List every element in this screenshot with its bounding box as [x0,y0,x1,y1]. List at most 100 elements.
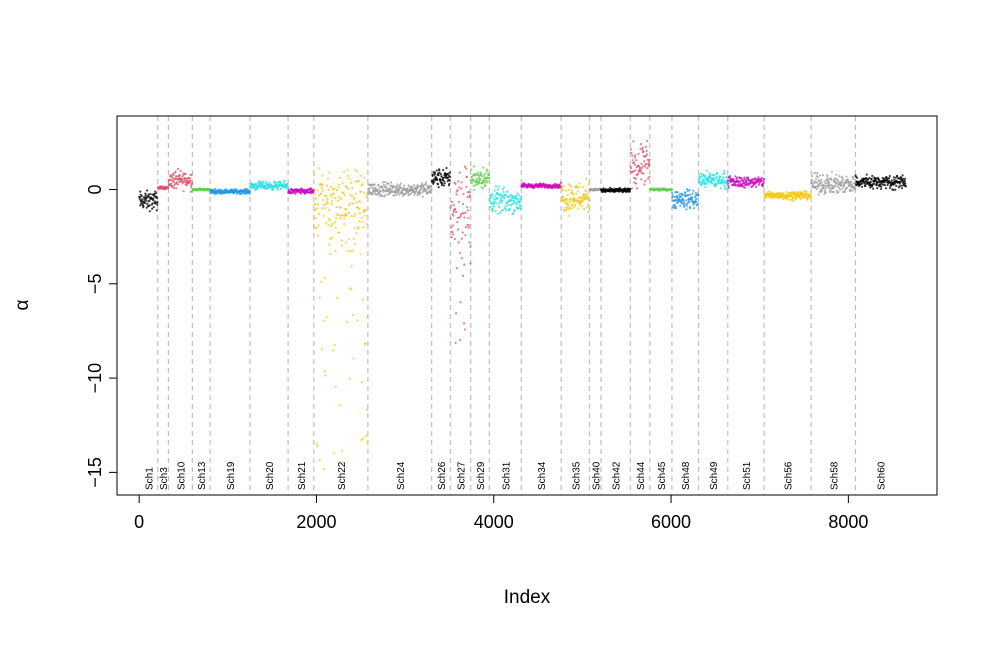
data-point [325,195,328,198]
data-point [479,171,482,174]
data-point [262,181,265,184]
data-point [634,154,637,157]
data-point [825,182,828,185]
data-point [426,192,429,195]
data-point [852,178,855,181]
data-point [323,277,326,280]
data-point [364,214,367,217]
data-point [366,316,369,319]
data-point [515,198,518,201]
data-point [324,202,327,205]
data-point [827,184,830,187]
data-point [744,186,747,189]
data-point [337,186,340,189]
segment-boundaries [157,116,857,495]
data-point [315,197,318,200]
data-point [448,171,452,174]
data-point [326,184,329,187]
data-point [711,182,714,185]
data-point [681,194,684,197]
data-point [373,183,376,186]
data-point [705,169,708,172]
data-point [395,185,398,188]
segment-label: Sch35 [571,461,582,490]
data-point [577,196,580,199]
data-point [820,178,823,182]
data-point [676,191,679,194]
data-point [800,197,803,200]
data-point [815,181,819,184]
data-point [346,168,349,171]
data-point [189,190,192,193]
data-point [642,164,645,167]
data-point [631,154,634,157]
data-point [792,199,795,202]
data-point [747,176,750,179]
data-point [169,179,172,182]
data-point [824,184,827,187]
data-point [567,204,570,207]
data-point [840,182,843,185]
data-point [143,201,147,205]
data-point [876,187,879,190]
data-point [894,176,897,179]
data-point [320,348,323,351]
data-point [718,179,721,182]
data-point [644,179,647,182]
data-point [324,207,327,210]
data-point [424,183,427,186]
data-point [461,231,464,234]
data-point [352,237,355,240]
data-point [496,191,499,195]
data-point [704,185,707,189]
data-point [142,205,145,208]
data-point [351,202,354,205]
data-point [644,145,648,148]
data-point [449,175,452,179]
segment-label: Sch22 [337,461,348,490]
data-point [846,178,849,181]
data-point [571,204,574,207]
data-point [716,175,719,179]
data-point [894,188,897,191]
data-point [634,177,637,180]
data-point [633,156,636,159]
data-point [647,160,650,163]
data-point [588,199,591,202]
data-point [145,199,148,202]
data-point [573,201,576,204]
data-point [425,188,428,191]
data-point [436,178,439,182]
data-point [474,183,477,187]
data-point [460,181,463,184]
data-point [310,187,313,190]
data-point [628,190,631,193]
data-point [577,207,580,210]
data-point [326,202,329,205]
data-point [709,173,712,176]
data-point [480,175,483,178]
data-point [643,183,646,186]
data-point [573,199,577,202]
data-point [457,241,460,244]
data-point [463,263,466,266]
data-point [500,197,503,200]
data-point [757,183,761,186]
data-point [466,195,469,199]
data-point [466,206,469,209]
data-point [587,183,591,186]
data-point [358,220,361,223]
data-point [240,192,243,195]
data-point [760,176,763,180]
data-point [497,212,500,215]
data-point [342,170,345,173]
data-point [463,165,466,168]
data-point [570,207,573,210]
data-point [723,172,726,175]
data-point [826,176,829,179]
data-point [416,184,419,187]
data-point [332,349,335,352]
data-point [841,176,844,179]
data-point [383,194,386,197]
data-point [185,184,188,187]
